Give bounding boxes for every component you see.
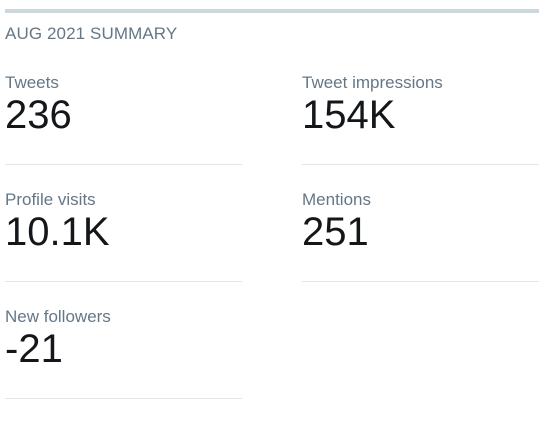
- metric-label: Tweet impressions: [302, 73, 443, 92]
- metric-divider: [302, 281, 539, 282]
- summary-top-border: [5, 9, 539, 13]
- metric-new-followers: New followers -21: [5, 307, 242, 407]
- metric-label: Mentions: [302, 190, 371, 209]
- metric-label: Profile visits: [5, 190, 96, 209]
- metric-value: 236: [5, 93, 72, 137]
- summary-title: AUG 2021 SUMMARY: [5, 24, 178, 43]
- metric-tweet-impressions: Tweet impressions 154K: [302, 73, 539, 173]
- metric-divider: [5, 398, 242, 399]
- metric-divider: [302, 164, 539, 165]
- metric-label: Tweets: [5, 73, 59, 92]
- metric-divider: [5, 281, 242, 282]
- metric-value: -21: [5, 327, 63, 371]
- metric-value: 154K: [302, 93, 396, 137]
- metric-divider: [5, 164, 242, 165]
- metric-value: 10.1K: [5, 210, 110, 254]
- metric-tweets: Tweets 236: [5, 73, 242, 173]
- metric-profile-visits: Profile visits 10.1K: [5, 190, 242, 290]
- metric-value: 251: [302, 210, 369, 254]
- metric-mentions: Mentions 251: [302, 190, 539, 290]
- metric-label: New followers: [5, 307, 111, 326]
